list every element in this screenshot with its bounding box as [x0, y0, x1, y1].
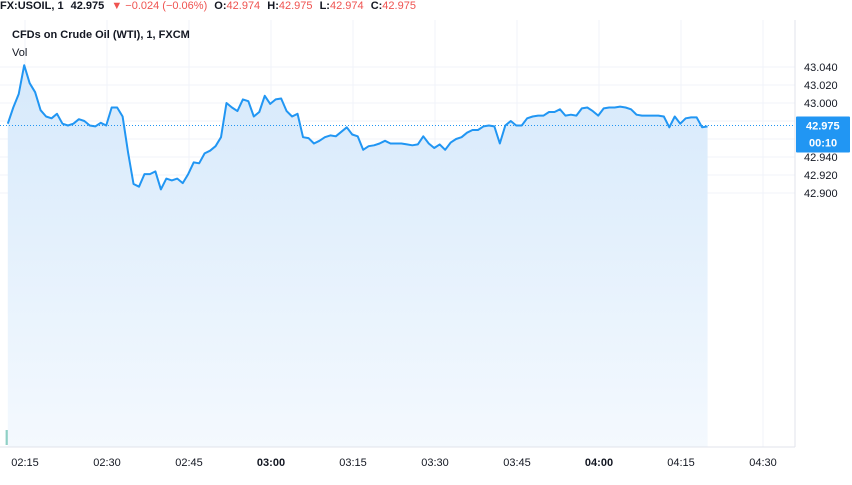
price-tag-price: 42.975: [806, 121, 840, 133]
symbol-name[interactable]: FX:USOIL, 1: [0, 0, 64, 12]
low-value: 42.974: [329, 0, 364, 12]
open-label: O:: [214, 0, 227, 12]
open-value: 42.974: [226, 0, 261, 12]
time-tick-label: 03:45: [503, 457, 531, 469]
price-tick-label: 43.040: [804, 62, 838, 74]
time-tick-label: 03:30: [421, 457, 449, 469]
time-tick-label: 03:00: [257, 457, 285, 469]
time-tick-label: 04:00: [585, 457, 613, 469]
price-tick-label: 43.020: [804, 80, 838, 92]
symbol-header: FX:USOIL, 1 42.975 ▼ −0.024 (−0.06%) O:4…: [0, 0, 852, 12]
price-tick-label: 42.900: [804, 188, 838, 200]
chart-legend: CFDs on Crude Oil (WTI), 1, FXCM Vol: [12, 29, 190, 59]
price-tick-label: 42.920: [804, 170, 838, 182]
time-tick-label: 02:30: [93, 457, 121, 469]
close-label: C:: [370, 0, 383, 12]
high-value: 42.975: [278, 0, 313, 12]
price-tick-label: 42.940: [804, 152, 838, 164]
price-tick-label: 43.000: [804, 98, 838, 110]
time-tick-label: 04:30: [749, 457, 777, 469]
price-area-fill: [7, 65, 708, 447]
time-axis[interactable]: 02:15 02:30 02:45 03:00 03:15 03:30 03:45 04:00…: [11, 457, 777, 469]
price-change: ▼ −0.024 (−0.06%): [111, 0, 208, 12]
time-tick-label: 02:15: [11, 457, 39, 469]
volume-label[interactable]: Vol: [12, 47, 28, 59]
chart-title[interactable]: CFDs on Crude Oil (WTI), 1, FXCM: [12, 29, 190, 41]
time-tick-label: 04:15: [667, 457, 695, 469]
last-price: 42.975: [70, 0, 105, 12]
last-price-tag: 42.975 00:10: [796, 116, 850, 153]
close-value: 42.975: [382, 0, 416, 12]
time-tick-label: 03:15: [339, 457, 367, 469]
price-line: [6, 64, 708, 191]
high-label: H:: [267, 0, 279, 12]
price-tag-countdown: 00:10: [809, 138, 837, 150]
time-tick-label: 02:45: [175, 457, 203, 469]
price-tag-background: [796, 116, 850, 153]
low-label: L:: [319, 0, 330, 12]
